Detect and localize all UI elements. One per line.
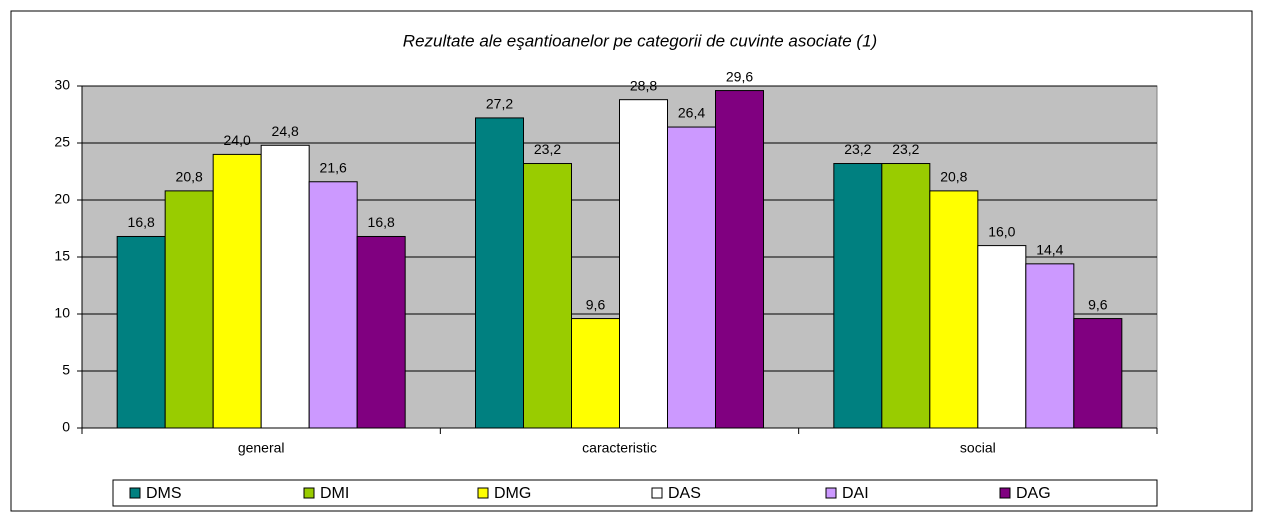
y-tick-label: 20 xyxy=(54,191,70,207)
x-tick-label: general xyxy=(238,440,285,456)
bar xyxy=(833,163,883,429)
value-label: 20,8 xyxy=(176,169,203,185)
y-tick-label: 30 xyxy=(54,77,70,93)
value-label: 9,6 xyxy=(1088,296,1108,312)
value-label: 26,4 xyxy=(678,105,705,121)
legend-swatch xyxy=(999,487,1011,499)
legend-label: DAS xyxy=(668,485,701,502)
x-tick-label: caracteristic xyxy=(582,440,657,456)
bar xyxy=(475,117,524,429)
legend-label: DMG xyxy=(494,485,531,502)
value-label: 23,2 xyxy=(844,141,871,157)
legend-swatch xyxy=(477,487,489,499)
value-label: 24,8 xyxy=(272,123,299,139)
bar xyxy=(619,99,668,429)
bar xyxy=(929,190,979,429)
legend-label: DAI xyxy=(842,485,869,502)
legend-label: DAG xyxy=(1016,485,1051,502)
bar xyxy=(1073,318,1123,429)
legend xyxy=(112,479,1158,507)
legend-swatch xyxy=(825,487,837,499)
bar xyxy=(571,318,620,429)
y-tick-label: 10 xyxy=(54,305,70,321)
x-tick-label: social xyxy=(960,440,996,456)
value-label: 21,6 xyxy=(320,159,347,175)
y-tick-label: 0 xyxy=(62,419,70,435)
value-label: 9,6 xyxy=(586,296,606,312)
bar xyxy=(667,126,716,429)
bar xyxy=(715,90,764,429)
value-label: 16,8 xyxy=(368,214,395,230)
bar xyxy=(977,245,1027,429)
bar xyxy=(308,181,358,429)
value-label: 24,0 xyxy=(224,132,251,148)
value-label: 29,6 xyxy=(726,68,753,84)
value-label: 27,2 xyxy=(486,96,513,112)
bar xyxy=(1025,263,1075,429)
legend-swatch xyxy=(651,487,663,499)
value-label: 23,2 xyxy=(892,141,919,157)
bar xyxy=(260,144,310,429)
value-label: 28,8 xyxy=(630,77,657,93)
bar xyxy=(164,190,214,429)
y-tick-label: 15 xyxy=(54,248,70,264)
bar xyxy=(116,235,166,429)
legend-swatch xyxy=(129,487,141,499)
legend-label: DMI xyxy=(320,485,349,502)
y-tick-label: 5 xyxy=(62,362,70,378)
bar xyxy=(523,163,572,429)
value-label: 23,2 xyxy=(534,141,561,157)
value-label: 20,8 xyxy=(940,169,967,185)
value-label: 16,0 xyxy=(988,223,1015,239)
bar xyxy=(881,163,931,429)
value-label: 14,4 xyxy=(1036,242,1063,258)
bar xyxy=(212,153,262,429)
bar xyxy=(356,235,406,429)
y-tick-label: 25 xyxy=(54,134,70,150)
legend-label: DMS xyxy=(146,485,182,502)
value-label: 16,8 xyxy=(128,214,155,230)
legend-swatch xyxy=(303,487,315,499)
chart-title: Rezultate ale eşantioanelor pe categorii… xyxy=(403,31,877,50)
